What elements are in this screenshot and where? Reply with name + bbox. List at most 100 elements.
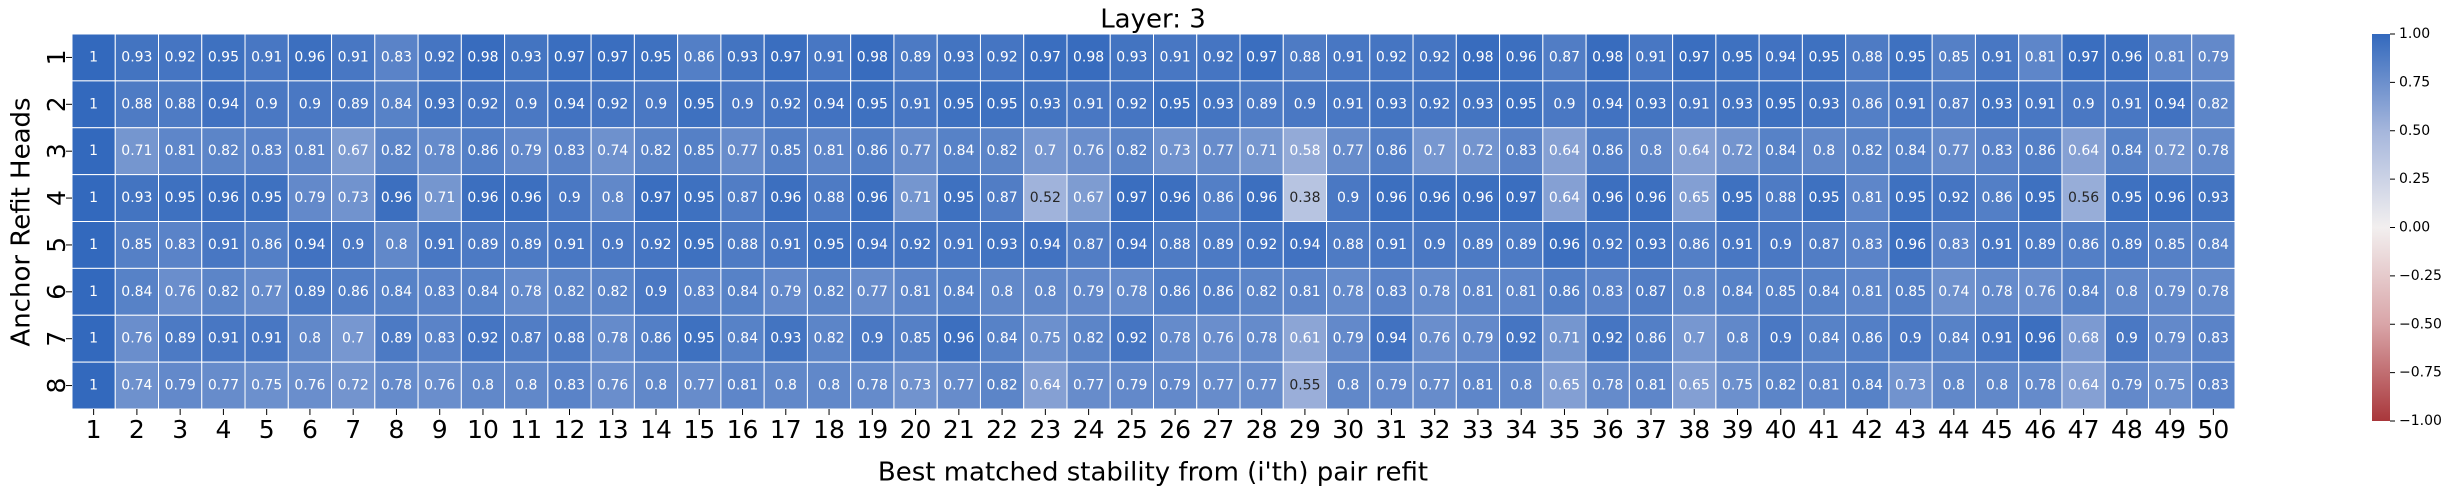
cell-label: 0.83 [1506, 143, 1537, 159]
cell-label: 0.85 [1765, 284, 1796, 300]
cell-label: 0.96 [294, 49, 325, 65]
cell-label: 0.96 [1506, 49, 1537, 65]
cell-label: 0.72 [2155, 143, 2186, 159]
heatmap-cell [893, 314, 938, 363]
heatmap-cell [1974, 127, 2020, 176]
heatmap-cell [1888, 33, 1933, 82]
cell-label: 0.64 [1030, 378, 1061, 394]
cell-label: 0.96 [1635, 190, 1666, 206]
cell-label: 0.94 [1116, 237, 1147, 253]
cell-label: 0.93 [424, 96, 455, 112]
cell-label: 0.91 [251, 331, 282, 347]
cell-label: 0.75 [251, 378, 282, 394]
cell-label: 0.95 [165, 190, 196, 206]
cell-label: 0.89 [294, 284, 325, 300]
cell-label: 0.91 [424, 237, 455, 253]
heatmap-cell [720, 221, 765, 269]
heatmap-cell [850, 80, 895, 129]
cell-label: 0.95 [684, 237, 715, 253]
cell-label: 0.83 [1938, 237, 1969, 253]
heatmap-cell [893, 80, 938, 129]
heatmap-cell [244, 314, 289, 363]
cell-label: 0.95 [813, 237, 844, 253]
cell-label: 0.96 [943, 331, 974, 347]
cell-label: 0.91 [208, 331, 239, 347]
heatmap-cell [1974, 33, 2020, 82]
cell-label: 0.93 [1808, 96, 1839, 112]
heatmap-cell [2191, 361, 2236, 410]
cell-label: 0.91 [2025, 96, 2056, 112]
cell-label: 0.77 [900, 143, 931, 159]
cell-label: 0.93 [1635, 96, 1666, 112]
x-tick-label: 17 [770, 415, 802, 444]
cell-label: 0.81 [900, 284, 931, 300]
cell-label: 0.97 [554, 49, 585, 65]
x-tick-label: 4 [215, 415, 231, 444]
heatmap-cell [1974, 174, 2020, 222]
cell-label: 0.79 [2198, 49, 2229, 65]
heatmap-cell [547, 361, 592, 410]
heatmap-cell [1023, 33, 1068, 82]
heatmap-cell [417, 80, 462, 129]
y-tick-label: 2 [42, 96, 71, 112]
x-tick-label: 13 [597, 415, 629, 444]
cell-label: 0.64 [1549, 143, 1580, 159]
heatmap-cell [1239, 361, 1284, 410]
cell-label: 0.82 [554, 284, 585, 300]
heatmap-cell [1412, 127, 1457, 176]
cell-label: 0.78 [1246, 331, 1277, 347]
cell-label: 0.77 [251, 284, 282, 300]
cell-label: 0.91 [1376, 237, 1407, 253]
heatmap-cell [1715, 80, 1760, 129]
cell-label: 0.72 [1722, 143, 1753, 159]
cell-label: 0.95 [943, 190, 974, 206]
cell-label: 0.92 [1938, 190, 1969, 206]
cell-label: 0.93 [1722, 96, 1753, 112]
heatmap-cell [2018, 361, 2063, 410]
heatmap-cell [1801, 314, 1847, 363]
heatmap-cell [2147, 267, 2193, 316]
x-tick-label: 11 [510, 415, 542, 444]
heatmap-cell [590, 361, 635, 410]
cell-label: 0.82 [208, 284, 239, 300]
heatmap-cell [1412, 267, 1457, 316]
cell-label: 0.92 [1116, 331, 1147, 347]
heatmap-cell [979, 127, 1025, 176]
y-tick-label: 7 [42, 331, 71, 347]
cell-label: 0.91 [1333, 49, 1364, 65]
cell-label: 0.84 [1852, 378, 1883, 394]
cell-label: 0.91 [251, 49, 282, 65]
cell-label: 0.88 [554, 331, 585, 347]
cell-label: 0.94 [208, 96, 239, 112]
cell-label: 0.9 [558, 190, 580, 206]
cell-label: 0.96 [770, 190, 801, 206]
heatmap-cell [504, 221, 549, 269]
cell-label: 0.94 [554, 96, 585, 112]
heatmap-cell [2191, 33, 2236, 82]
cell-label: 0.84 [1808, 284, 1839, 300]
heatmap-cell [547, 33, 592, 82]
cell-label: 0.89 [2111, 237, 2142, 253]
x-tick-label: 41 [1808, 415, 1840, 444]
cell-label: 0.86 [338, 284, 369, 300]
heatmap-cell [1282, 127, 1328, 176]
cell-label: 0.78 [2198, 143, 2229, 159]
heatmap-cell [1715, 221, 1760, 269]
cell-label: 0.8 [602, 190, 624, 206]
heatmap-cell [71, 80, 116, 129]
cell-label: 0.86 [1679, 237, 1710, 253]
x-tick-label: 28 [1246, 415, 1278, 444]
cell-label: 0.73 [900, 378, 931, 394]
cell-label: 0.98 [467, 49, 498, 65]
cell-label: 0.93 [121, 190, 152, 206]
heatmap-cell [806, 127, 852, 176]
cell-label: 0.82 [987, 143, 1018, 159]
colorbar-tick-label: −0.25 [2399, 268, 2442, 284]
cell-label: 0.81 [294, 143, 325, 159]
cell-label: 0.86 [1981, 190, 2012, 206]
cell-label: 0.87 [1549, 49, 1580, 65]
cell-label: 0.94 [1289, 237, 1320, 253]
cell-label: 0.83 [554, 378, 585, 394]
heatmap-cell [201, 127, 246, 176]
heatmap-cell [2104, 267, 2149, 316]
